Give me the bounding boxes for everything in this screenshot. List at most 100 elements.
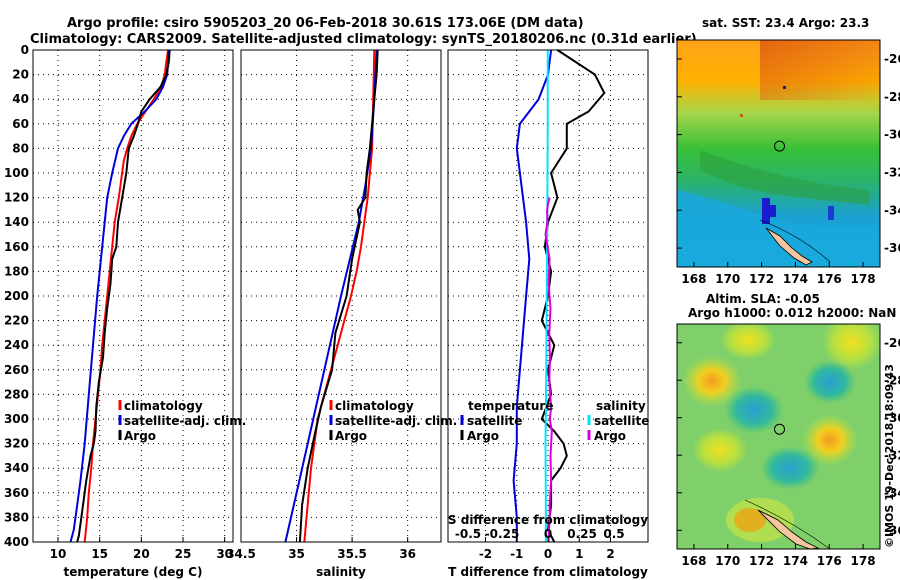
- difference-secondary-xlabel: S difference from climatology: [448, 513, 648, 527]
- title-line-1: Argo profile: csiro 5905203_20 06-Feb-20…: [67, 16, 584, 31]
- y-tick-label: 400: [4, 535, 29, 549]
- lat-tick-label: -34: [884, 486, 900, 500]
- x-tick-label: 10: [50, 547, 67, 561]
- sst-map: -26 -28 -30 -32 -34 -36 168 170 172 174 176 178: [676, 39, 900, 286]
- lat-tick-label: -36: [884, 241, 900, 255]
- x-tick-label: 30: [216, 547, 233, 561]
- sst-argo-location-marker: [774, 140, 786, 152]
- salinity-panel: 34.5 35 35.5 36 salinity climatologysatellite…: [226, 49, 457, 579]
- sla-map-title-2: Argo h1000: 0.012 h2000: NaN: [688, 306, 896, 320]
- y-tick-label: 40: [12, 92, 29, 106]
- y-tick-label: 0: [21, 43, 29, 57]
- x-tick-label: -1: [510, 547, 523, 561]
- difference-profile-xlabel: T difference from climatology: [448, 565, 648, 579]
- legend-label-satellite-adj-clim: satellite-adj. clim.: [335, 414, 457, 428]
- y-tick-label: 60: [12, 117, 29, 131]
- y-tick-label: 240: [4, 338, 29, 352]
- legend-label-satellite-adj-clim: satellite-adj. clim.: [124, 414, 246, 428]
- temperature-profile-series-satellite-adj-clim: [69, 49, 170, 543]
- lat-tick-label: -34: [884, 203, 900, 217]
- lat-tick-label: -28: [884, 90, 900, 104]
- lat-tick-label: -32: [884, 165, 900, 179]
- y-tick-label: 140: [4, 215, 29, 229]
- sst-map-ticks: -26 -28 -30 -32 -34 -36 168 170 172 174 176 178: [677, 52, 900, 286]
- temperature-profile-series-argo: [76, 49, 171, 543]
- sla-argo-location-marker: [774, 423, 786, 435]
- y-tick-label: 120: [4, 191, 29, 205]
- lat-tick-label: -30: [884, 128, 900, 142]
- lon-tick-label: 168: [681, 554, 706, 568]
- x-tick-label: 15: [91, 547, 108, 561]
- legend-label-climatology: climatology: [335, 399, 414, 413]
- temperature-profile-grid: [33, 49, 233, 543]
- y-tick-label: 300: [4, 412, 29, 426]
- lat-tick-label: -26: [884, 52, 900, 66]
- legend-label-argo: Argo: [124, 429, 156, 443]
- legend-salinity-argo: Argo: [594, 429, 626, 443]
- x-tick-label: 20: [133, 547, 150, 561]
- secondary-x-tick-label: 0.25: [567, 527, 597, 541]
- lon-tick-label: 172: [749, 272, 774, 286]
- temperature-profile-frame: [32, 49, 234, 543]
- sla-map-title-1: Altim. SLA: -0.05: [706, 292, 820, 306]
- y-tick-label: 220: [4, 314, 29, 328]
- lon-tick-label: 178: [851, 554, 876, 568]
- lat-tick-label: -32: [884, 448, 900, 462]
- secondary-x-tick-label: 0.5: [603, 527, 624, 541]
- lon-tick-label: 176: [817, 554, 842, 568]
- legend-salinity-satellite: satellite: [594, 414, 649, 428]
- lon-tick-label: 178: [851, 272, 876, 286]
- temperature-panel: 10 15 20 25 30020406080100120140160180200220…: [4, 43, 246, 579]
- y-tick-label: 80: [12, 141, 29, 155]
- y-tick-label: 380: [4, 510, 29, 524]
- x-tick-label: 2: [606, 547, 614, 561]
- legend-salinity-title: salinity: [596, 399, 646, 413]
- sst-map-title: sat. SST: 23.4 Argo: 23.3: [702, 16, 869, 30]
- legend-temperature-argo: Argo: [467, 429, 499, 443]
- lat-tick-label: -28: [884, 373, 900, 387]
- x-tick-label: 25: [175, 547, 192, 561]
- difference-profile-series-s-argo: [544, 197, 553, 543]
- y-tick-label: 160: [4, 240, 29, 254]
- difference-profile-series-s-satellite: [544, 50, 549, 542]
- salinity-profile-series-argo: [298, 49, 379, 543]
- lon-tick-label: 174: [783, 272, 808, 286]
- sla-map: -26 -28 -30 -32 -34 -36 168 170 172 174 176 178: [676, 323, 900, 568]
- lon-tick-label: 176: [817, 272, 842, 286]
- title-line-2: Climatology: CARS2009. Satellite-adjuste…: [30, 32, 697, 47]
- secondary-x-tick-label: 0: [544, 527, 552, 541]
- x-tick-label: 0: [544, 547, 552, 561]
- lat-tick-label: -26: [884, 336, 900, 350]
- temperature-profile-xlabel: temperature (deg C): [64, 565, 203, 579]
- y-tick-label: 280: [4, 387, 29, 401]
- lat-tick-label: -36: [884, 523, 900, 537]
- y-tick-label: 20: [12, 68, 29, 82]
- y-tick-label: 340: [4, 461, 29, 475]
- y-tick-label: 360: [4, 486, 29, 500]
- lon-tick-label: 172: [749, 554, 774, 568]
- difference-profile-series-t-satellite: [512, 49, 553, 542]
- legend-label-climatology: climatology: [124, 399, 203, 413]
- y-tick-label: 200: [4, 289, 29, 303]
- salinity-profile-series-climatology: [303, 49, 376, 543]
- x-tick-label: 36: [399, 547, 416, 561]
- legend-temperature-satellite: satellite: [467, 414, 522, 428]
- difference-legend: temperature salinitysatelliteArgosatellit…: [460, 399, 649, 443]
- x-tick-label: 35: [288, 547, 305, 561]
- x-tick-label: 34.5: [226, 547, 256, 561]
- difference-profile-series-t-argo: [540, 49, 606, 543]
- lon-tick-label: 170: [715, 272, 740, 286]
- y-tick-label: 320: [4, 437, 29, 451]
- difference-panel: -2 -1 0 1 2 T difference from climatology temp…: [447, 49, 649, 579]
- lon-tick-label: 168: [681, 272, 706, 286]
- salinity-profile-xlabel: salinity: [316, 565, 366, 579]
- lat-tick-label: -30: [884, 411, 900, 425]
- y-tick-label: 260: [4, 363, 29, 377]
- sla-map-ticks: -26 -28 -30 -32 -34 -36 168 170 172 174 176 178: [677, 336, 900, 568]
- x-tick-label: -2: [479, 547, 492, 561]
- lon-tick-label: 174: [783, 554, 808, 568]
